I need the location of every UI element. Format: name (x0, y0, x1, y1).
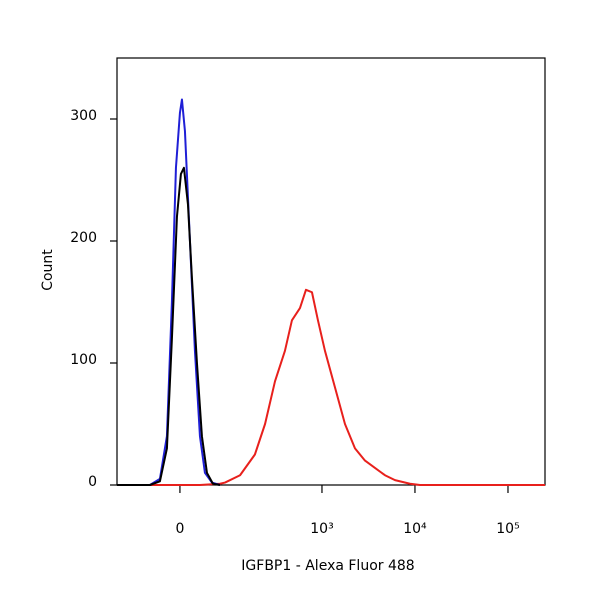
x-tick-label: 10⁴ (403, 521, 427, 537)
histogram-line (117, 166, 221, 486)
x-tick-label: 10³ (310, 521, 333, 537)
y-axis-label: Count (40, 249, 56, 291)
y-tick-label: 300 (70, 108, 97, 124)
y-tick-label: 0 (88, 474, 97, 490)
y-tick-label: 200 (70, 230, 97, 246)
x-tick-label: 10⁵ (496, 521, 519, 537)
x-tick-label: 0 (175, 521, 184, 537)
y-tick-label: 100 (70, 352, 97, 368)
histogram-line (117, 288, 545, 486)
x-axis-label: IGFBP1 - Alexa Fluor 488 (241, 558, 414, 574)
plot-frame (116, 57, 546, 486)
histogram-line (117, 98, 221, 486)
